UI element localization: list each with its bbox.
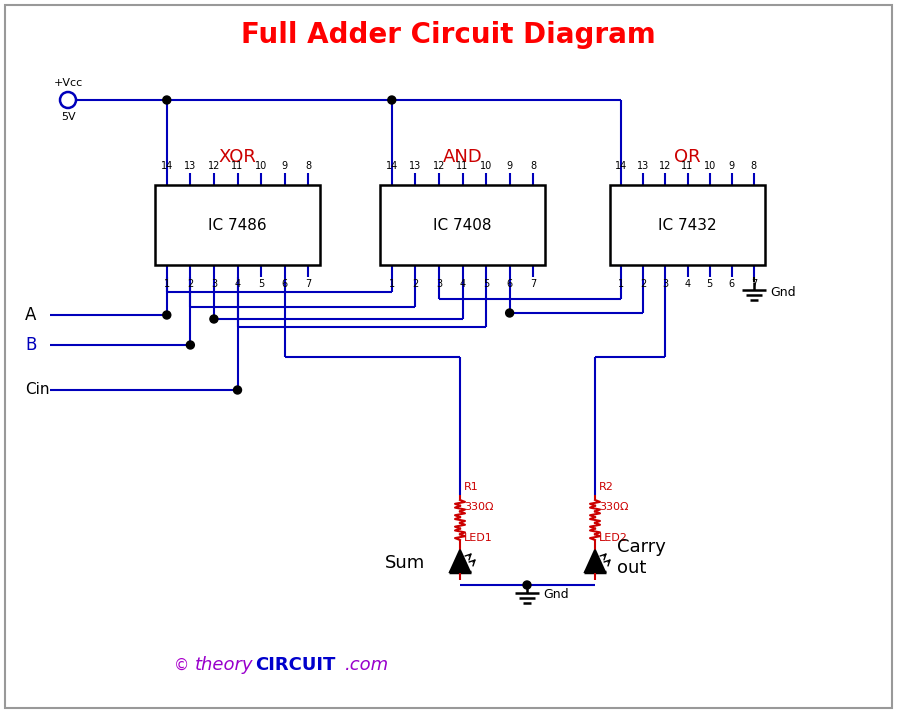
Text: A: A [25, 306, 37, 324]
Text: 4: 4 [459, 279, 466, 289]
Text: 9: 9 [728, 161, 735, 171]
Circle shape [162, 96, 170, 104]
Text: XOR: XOR [219, 148, 257, 166]
Text: B: B [25, 336, 37, 354]
Text: ©: © [174, 657, 189, 672]
Text: 13: 13 [409, 161, 422, 171]
Text: 6: 6 [728, 279, 735, 289]
Circle shape [162, 311, 170, 319]
Text: 10: 10 [255, 161, 267, 171]
Text: 3: 3 [211, 279, 217, 289]
Text: R1: R1 [464, 482, 479, 492]
Bar [610, 185, 765, 265]
Circle shape [388, 96, 396, 104]
Text: 5: 5 [258, 279, 265, 289]
Circle shape [187, 341, 195, 349]
Text: IC 7486: IC 7486 [208, 217, 266, 232]
Text: theory: theory [195, 656, 254, 674]
Text: 1: 1 [388, 279, 395, 289]
Text: 3: 3 [662, 279, 668, 289]
Text: 11: 11 [682, 161, 693, 171]
Text: 5: 5 [707, 279, 713, 289]
Text: CIRCUIT: CIRCUIT [255, 656, 335, 674]
Text: 8: 8 [751, 161, 757, 171]
Text: 14: 14 [386, 161, 398, 171]
Text: 4: 4 [234, 279, 240, 289]
Text: AND: AND [442, 148, 483, 166]
Polygon shape [585, 550, 605, 572]
Text: 10: 10 [480, 161, 492, 171]
Text: 5V: 5V [61, 112, 75, 122]
Text: IC 7432: IC 7432 [658, 217, 717, 232]
Text: 1: 1 [164, 279, 170, 289]
Text: 13: 13 [637, 161, 649, 171]
Text: 2: 2 [640, 279, 647, 289]
Text: 11: 11 [457, 161, 468, 171]
Text: 7: 7 [530, 279, 536, 289]
Text: .com: .com [345, 656, 389, 674]
Text: +Vcc: +Vcc [54, 78, 83, 88]
Text: 330Ω: 330Ω [599, 502, 629, 512]
Text: 1: 1 [618, 279, 624, 289]
Text: Carry
out: Carry out [617, 538, 666, 577]
Text: 4: 4 [684, 279, 691, 289]
Bar [155, 185, 320, 265]
Text: 10: 10 [703, 161, 716, 171]
Text: IC 7408: IC 7408 [433, 217, 492, 232]
Text: R2: R2 [599, 482, 614, 492]
Text: 8: 8 [530, 161, 536, 171]
Text: 5: 5 [483, 279, 489, 289]
Text: 14: 14 [615, 161, 627, 171]
Text: 11: 11 [231, 161, 244, 171]
Text: 13: 13 [184, 161, 196, 171]
Text: LED1: LED1 [464, 533, 492, 543]
Circle shape [210, 315, 218, 323]
Text: 12: 12 [432, 161, 445, 171]
Polygon shape [450, 550, 470, 572]
Text: 3: 3 [436, 279, 442, 289]
Text: 330Ω: 330Ω [464, 502, 493, 512]
Text: 14: 14 [161, 161, 173, 171]
Text: 6: 6 [507, 279, 513, 289]
Text: 2: 2 [187, 279, 194, 289]
Text: 12: 12 [208, 161, 220, 171]
Text: OR: OR [675, 148, 701, 166]
Circle shape [506, 309, 514, 317]
Text: 12: 12 [659, 161, 672, 171]
Text: Sum: Sum [385, 553, 425, 572]
Bar [380, 185, 545, 265]
Text: 8: 8 [305, 161, 311, 171]
Text: 7: 7 [305, 279, 311, 289]
Text: 9: 9 [507, 161, 513, 171]
Text: Full Adder Circuit Diagram: Full Adder Circuit Diagram [240, 21, 656, 49]
Text: 6: 6 [282, 279, 288, 289]
Text: 7: 7 [751, 279, 757, 289]
Text: 9: 9 [282, 161, 288, 171]
Circle shape [233, 386, 241, 394]
Text: Cin: Cin [25, 382, 49, 398]
Text: 2: 2 [413, 279, 419, 289]
Circle shape [523, 581, 531, 589]
Text: Gnd: Gnd [770, 285, 796, 299]
Text: LED2: LED2 [599, 533, 628, 543]
Text: Gnd: Gnd [543, 588, 569, 602]
